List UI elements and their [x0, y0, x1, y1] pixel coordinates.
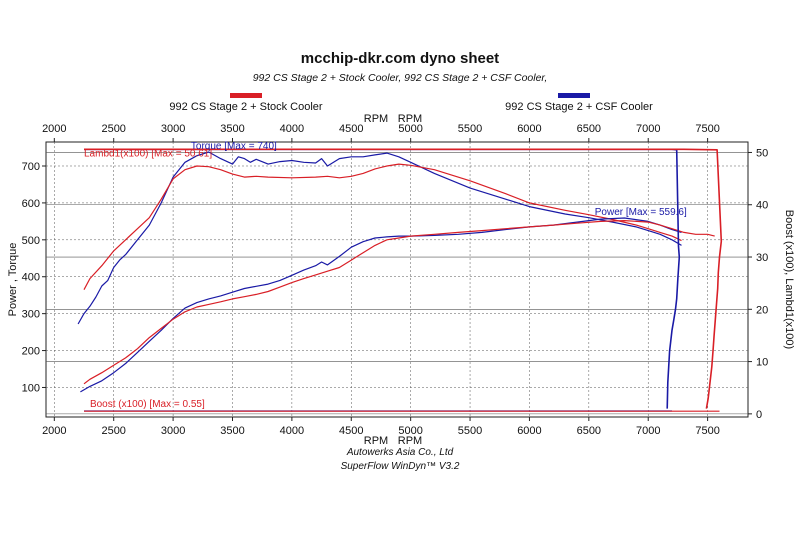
y-left-tick-100: 100 [22, 382, 40, 394]
y-left-tick-600: 600 [22, 198, 40, 210]
y-right-tick-20: 20 [756, 304, 768, 316]
x-tick-bottom-7500: 7500 [695, 425, 719, 437]
annotation-power: Power [Max = 559.6] [595, 207, 687, 218]
y-right-tick-0: 0 [756, 409, 762, 421]
data-curves [77, 148, 723, 412]
curve-power-csf [80, 217, 682, 393]
x-tick-top-4500: 4500 [339, 123, 363, 135]
legend-label-stock: 992 CS Stage 2 + Stock Cooler [169, 101, 323, 113]
x-tick-bottom-6000: 6000 [517, 425, 541, 437]
legend-label-csf: 992 CS Stage 2 + CSF Cooler [505, 101, 653, 113]
x-tick-top-5000: 5000 [398, 123, 422, 135]
x-label-bottom-2: RPM [398, 435, 422, 447]
y-right-tick-50: 50 [756, 147, 768, 159]
x-tick-bottom-6500: 6500 [577, 425, 601, 437]
x-tick-top-2000: 2000 [42, 123, 66, 135]
x-label-bottom-1: RPM [364, 435, 388, 447]
x-tick-top-3500: 3500 [220, 123, 244, 135]
x-tick-top-2500: 2500 [101, 123, 125, 135]
x-tick-top-6500: 6500 [577, 123, 601, 135]
axis-labels: RPM RPM RPM RPM Power , Torque Boost (x100), … [7, 113, 795, 447]
y-right-tick-40: 40 [756, 200, 768, 212]
y-right-tick-30: 30 [756, 252, 768, 264]
curve-power-stock [83, 220, 715, 385]
y-left-tick-500: 500 [22, 235, 40, 247]
annotation-torque: Torque [Max = 740] [191, 141, 277, 152]
chart-title: mcchip-dkr.com dyno sheet [300, 50, 500, 67]
y-left-tick-300: 300 [22, 309, 40, 321]
y-right-tick-10: 10 [756, 357, 768, 369]
x-label-top-1: RPM [364, 113, 388, 125]
legend-swatch-csf [558, 93, 590, 98]
x-tick-bottom-2500: 2500 [101, 425, 125, 437]
x-label-top-2: RPM [398, 113, 422, 125]
chart-subtitle: 992 CS Stage 2 + Stock Cooler, 992 CS St… [252, 72, 548, 84]
x-tick-bottom-4500: 4500 [339, 425, 363, 437]
x-tick-bottom-5000: 5000 [398, 425, 422, 437]
x-tick-bottom-4000: 4000 [280, 425, 304, 437]
x-tick-top-6000: 6000 [517, 123, 541, 135]
footer-software: SuperFlow WinDyn™ V3.2 [340, 461, 460, 472]
x-tick-bottom-3500: 3500 [220, 425, 244, 437]
x-tick-top-3000: 3000 [161, 123, 185, 135]
curve-torque-stock [83, 163, 682, 290]
x-tick-bottom-2000: 2000 [42, 425, 66, 437]
x-tick-bottom-7000: 7000 [636, 425, 660, 437]
y-label-right: Boost (x100), Lambd1(x100) [783, 210, 795, 349]
x-tick-bottom-3000: 3000 [161, 425, 185, 437]
annotations: Torque [Max = 740]Lambd1(x100) [Max = 50… [84, 141, 687, 410]
x-tick-top-7000: 7000 [636, 123, 660, 135]
y-label-left: Power , Torque [7, 243, 19, 317]
annotation-lambda: Lambd1(x100) [Max = 50.61] [84, 148, 212, 159]
footer-company: Autowerks Asia Co., Ltd [346, 447, 454, 458]
legend-swatch-stock [230, 93, 262, 98]
curve-lambd1-stock [84, 148, 723, 409]
x-tick-top-7500: 7500 [695, 123, 719, 135]
annotation-boost: Boost (x100) [Max = 0.55] [90, 399, 205, 410]
x-tick-top-5500: 5500 [458, 123, 482, 135]
y-left-tick-200: 200 [22, 346, 40, 358]
y-left-tick-700: 700 [22, 161, 40, 173]
plot-frame [45, 141, 749, 418]
x-tick-top-4000: 4000 [280, 123, 304, 135]
grid-lines [42, 138, 752, 421]
x-tick-bottom-5500: 5500 [458, 425, 482, 437]
y-left-tick-400: 400 [22, 272, 40, 284]
tick-labels: 2000200025002500300030003500350040004000… [22, 123, 769, 437]
curve-torque-csf [77, 151, 682, 325]
